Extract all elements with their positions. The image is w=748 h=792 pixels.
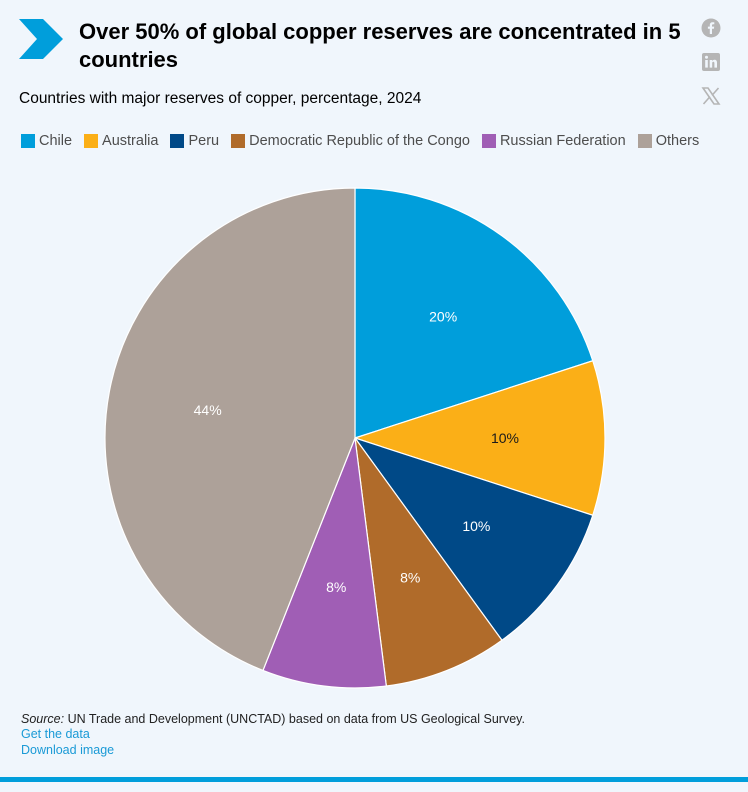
legend-item: Chile bbox=[21, 133, 72, 149]
pie-data-label: 8% bbox=[400, 569, 420, 585]
download-image-link[interactable]: Download image bbox=[21, 743, 115, 757]
source-text: UN Trade and Development (UNCTAD) based … bbox=[64, 712, 525, 726]
legend-label: Others bbox=[655, 133, 700, 149]
pie-slice-chile bbox=[354, 187, 594, 439]
legend-item: Democratic Republic of the Congo bbox=[231, 133, 470, 149]
legend-swatch bbox=[170, 134, 185, 148]
legend-label: Democratic Republic of the Congo bbox=[249, 133, 470, 149]
legend-label: Peru bbox=[188, 133, 220, 149]
pie-slice-australia bbox=[353, 359, 606, 517]
pie-slice-others bbox=[104, 187, 356, 672]
pie-data-label: 20% bbox=[429, 309, 457, 325]
legend-label: Chile bbox=[39, 133, 73, 149]
legend-swatch bbox=[231, 134, 246, 148]
chart-legend: Chile Australia Peru Democratic Republic of… bbox=[21, 133, 711, 149]
source-note: Source: UN Trade and Development (UNCTAD… bbox=[21, 711, 525, 727]
pie-data-label: 10% bbox=[462, 518, 490, 534]
legend-label: Australia bbox=[102, 133, 159, 149]
pie-slice-democratic-republic-of-the-congo bbox=[354, 437, 503, 687]
legend-item: Peru bbox=[170, 133, 219, 149]
legend-swatch bbox=[637, 134, 652, 148]
linkedin-icon[interactable] bbox=[701, 52, 721, 72]
legend-swatch bbox=[84, 134, 99, 148]
legend-item: Australia bbox=[84, 133, 158, 149]
pie-slice-russian-federation bbox=[262, 437, 388, 689]
legend-label: Russian Federation bbox=[499, 133, 626, 149]
legend-item: Others bbox=[637, 133, 700, 149]
legend-swatch bbox=[21, 134, 35, 148]
pie-slice-peru bbox=[353, 436, 594, 642]
legend-swatch bbox=[481, 134, 496, 148]
source-label: Source: bbox=[21, 712, 65, 726]
bottom-accent-bar bbox=[0, 777, 748, 782]
pie-data-label: 44% bbox=[194, 402, 222, 418]
pie-data-label: 10% bbox=[491, 430, 519, 446]
chart-subtitle: Countries with major reserves of copper,… bbox=[19, 90, 422, 107]
legend-item: Russian Federation bbox=[481, 133, 626, 149]
share-bar bbox=[701, 18, 723, 120]
pie-data-label: 8% bbox=[326, 579, 346, 595]
x-icon[interactable] bbox=[701, 86, 721, 106]
facebook-icon[interactable] bbox=[701, 18, 721, 38]
chart-title: Over 50% of global copper reserves are c… bbox=[79, 19, 681, 72]
get-data-link[interactable]: Get the data bbox=[21, 727, 90, 741]
brand-chevron-icon bbox=[19, 19, 63, 59]
